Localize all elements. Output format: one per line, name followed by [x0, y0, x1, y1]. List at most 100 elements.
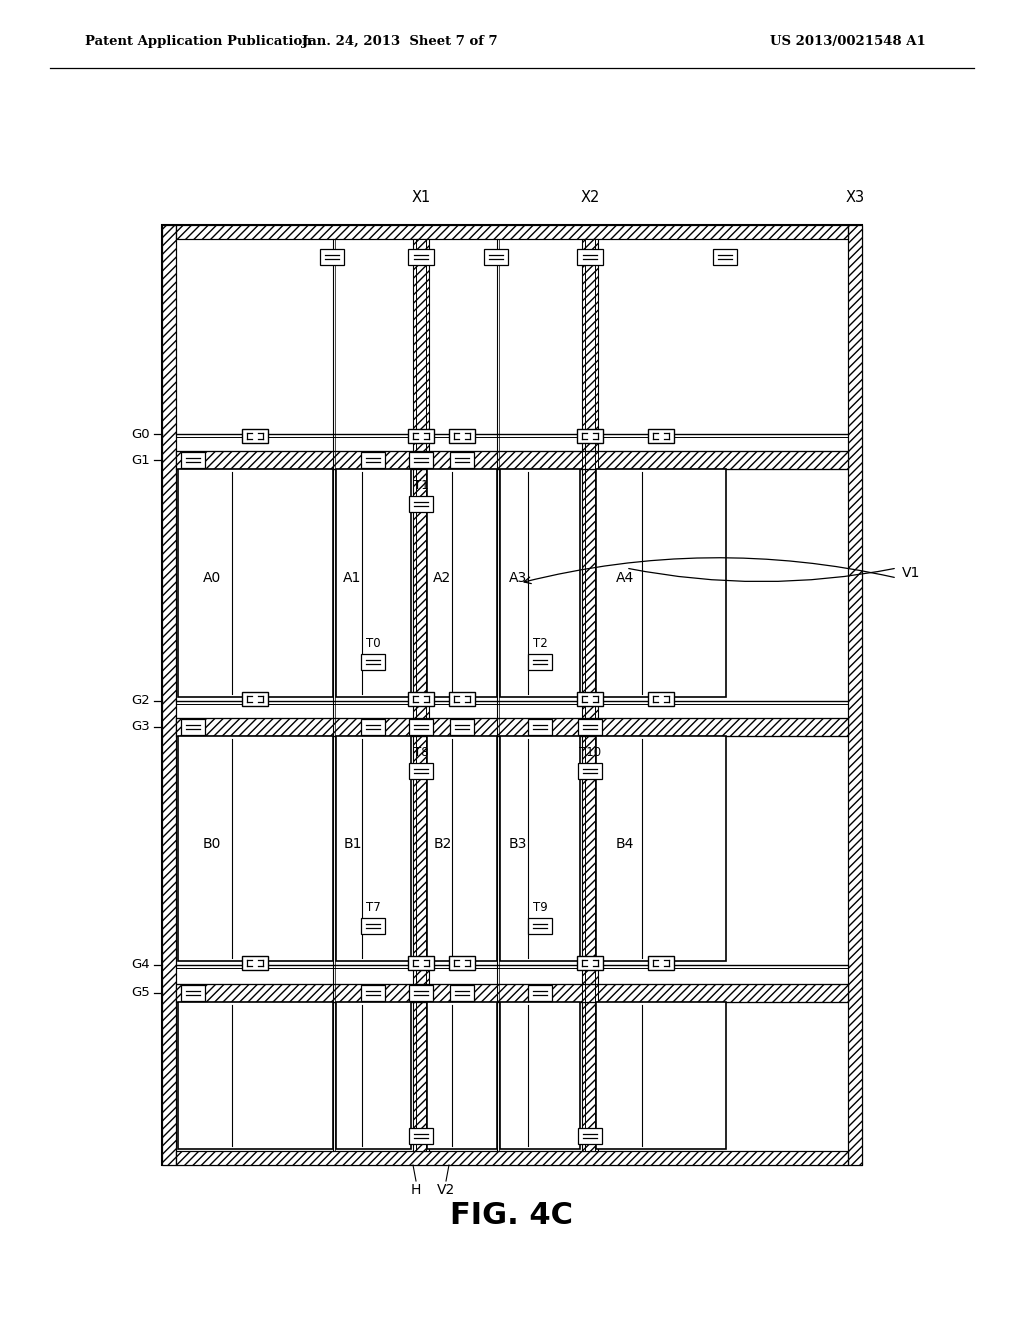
- Text: T8: T8: [414, 746, 428, 759]
- Bar: [244, 430, 266, 441]
- Bar: [577, 956, 603, 970]
- Bar: [176, 718, 848, 737]
- Bar: [176, 451, 848, 469]
- Text: Jan. 24, 2013  Sheet 7 of 7: Jan. 24, 2013 Sheet 7 of 7: [302, 36, 498, 49]
- Bar: [578, 1129, 602, 1144]
- Bar: [244, 693, 266, 705]
- Bar: [528, 719, 552, 735]
- Bar: [361, 655, 385, 669]
- Bar: [176, 983, 848, 1002]
- Bar: [410, 693, 432, 705]
- Bar: [409, 719, 433, 735]
- Bar: [364, 454, 383, 466]
- Bar: [650, 430, 672, 441]
- Bar: [412, 454, 431, 466]
- Bar: [484, 249, 508, 265]
- Text: H: H: [411, 1183, 421, 1197]
- Text: T2: T2: [532, 638, 548, 649]
- Text: T0: T0: [366, 638, 380, 649]
- Bar: [530, 987, 550, 999]
- Bar: [579, 430, 601, 441]
- Text: G4: G4: [131, 958, 150, 972]
- Bar: [176, 1151, 848, 1166]
- Bar: [361, 985, 385, 1001]
- Text: A0: A0: [203, 572, 221, 586]
- Bar: [648, 956, 674, 970]
- Text: V2: V2: [437, 1183, 455, 1197]
- Bar: [410, 957, 432, 969]
- Bar: [181, 453, 205, 467]
- Bar: [412, 766, 431, 777]
- Text: Patent Application Publication: Patent Application Publication: [85, 36, 311, 49]
- Bar: [530, 920, 550, 932]
- Bar: [500, 1002, 580, 1148]
- Bar: [364, 721, 383, 733]
- Bar: [578, 763, 602, 779]
- Bar: [486, 251, 506, 263]
- Bar: [244, 957, 266, 969]
- Bar: [176, 224, 848, 239]
- Bar: [412, 1130, 431, 1142]
- Bar: [451, 693, 473, 705]
- Bar: [242, 429, 268, 444]
- Bar: [410, 430, 432, 441]
- Text: G3: G3: [131, 721, 150, 734]
- Bar: [242, 956, 268, 970]
- Bar: [364, 920, 383, 932]
- Bar: [409, 453, 433, 467]
- Bar: [596, 1002, 726, 1148]
- Bar: [530, 721, 550, 733]
- Bar: [181, 985, 205, 1001]
- FancyArrowPatch shape: [524, 558, 894, 583]
- Bar: [162, 224, 176, 1166]
- Text: T10: T10: [579, 746, 601, 759]
- Bar: [336, 1002, 411, 1148]
- Bar: [178, 1002, 333, 1148]
- Bar: [528, 985, 552, 1001]
- Bar: [450, 985, 474, 1001]
- Bar: [451, 430, 473, 441]
- Bar: [183, 721, 203, 733]
- Text: G0: G0: [131, 428, 150, 441]
- Bar: [648, 692, 674, 706]
- Bar: [582, 239, 598, 1151]
- Bar: [176, 1151, 848, 1166]
- Text: FIG. 4C: FIG. 4C: [451, 1200, 573, 1229]
- Bar: [450, 719, 474, 735]
- Bar: [408, 248, 434, 265]
- Bar: [412, 721, 431, 733]
- Text: X2: X2: [581, 190, 600, 205]
- Bar: [361, 453, 385, 467]
- Bar: [336, 469, 411, 697]
- Bar: [581, 1130, 600, 1142]
- Bar: [582, 239, 598, 1151]
- Bar: [650, 957, 672, 969]
- Bar: [323, 251, 342, 263]
- Text: V1: V1: [902, 566, 921, 579]
- Bar: [409, 985, 433, 1001]
- Bar: [411, 251, 432, 264]
- Bar: [530, 656, 550, 668]
- Bar: [581, 766, 600, 777]
- Bar: [413, 239, 429, 1151]
- Text: G2: G2: [131, 694, 150, 708]
- Bar: [183, 987, 203, 999]
- Bar: [361, 719, 385, 735]
- Bar: [848, 224, 862, 1166]
- Text: X1: X1: [412, 190, 431, 205]
- Bar: [500, 737, 580, 961]
- Text: B4: B4: [615, 837, 634, 851]
- Bar: [176, 983, 848, 1002]
- Bar: [408, 692, 434, 706]
- Text: G1: G1: [131, 454, 150, 466]
- Bar: [427, 737, 497, 961]
- Text: B1: B1: [343, 837, 361, 851]
- Bar: [453, 987, 472, 999]
- Bar: [579, 693, 601, 705]
- Bar: [579, 957, 601, 969]
- Bar: [183, 454, 203, 466]
- Bar: [648, 429, 674, 444]
- Bar: [412, 498, 431, 510]
- Bar: [162, 224, 862, 1166]
- Bar: [715, 251, 735, 263]
